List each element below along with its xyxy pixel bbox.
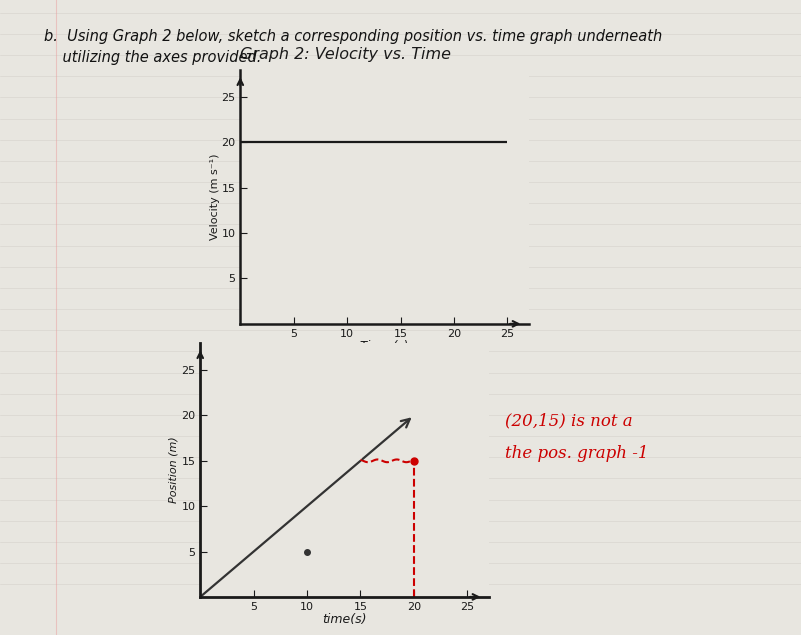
Text: utilizing the axes provided.: utilizing the axes provided. bbox=[44, 50, 261, 65]
Y-axis label: Velocity (m s⁻¹): Velocity (m s⁻¹) bbox=[210, 154, 220, 240]
Y-axis label: Position (m): Position (m) bbox=[168, 436, 179, 504]
Text: Graph 2: Velocity vs. Time: Graph 2: Velocity vs. Time bbox=[240, 47, 451, 62]
X-axis label: time(s): time(s) bbox=[322, 613, 367, 626]
Text: b.  Using Graph 2 below, sketch a corresponding position vs. time graph undernea: b. Using Graph 2 below, sketch a corresp… bbox=[44, 29, 662, 44]
Text: (20,15) is not a: (20,15) is not a bbox=[505, 413, 632, 430]
Text: the pos. graph -1: the pos. graph -1 bbox=[505, 444, 648, 462]
X-axis label: Time (s): Time (s) bbox=[360, 340, 409, 353]
